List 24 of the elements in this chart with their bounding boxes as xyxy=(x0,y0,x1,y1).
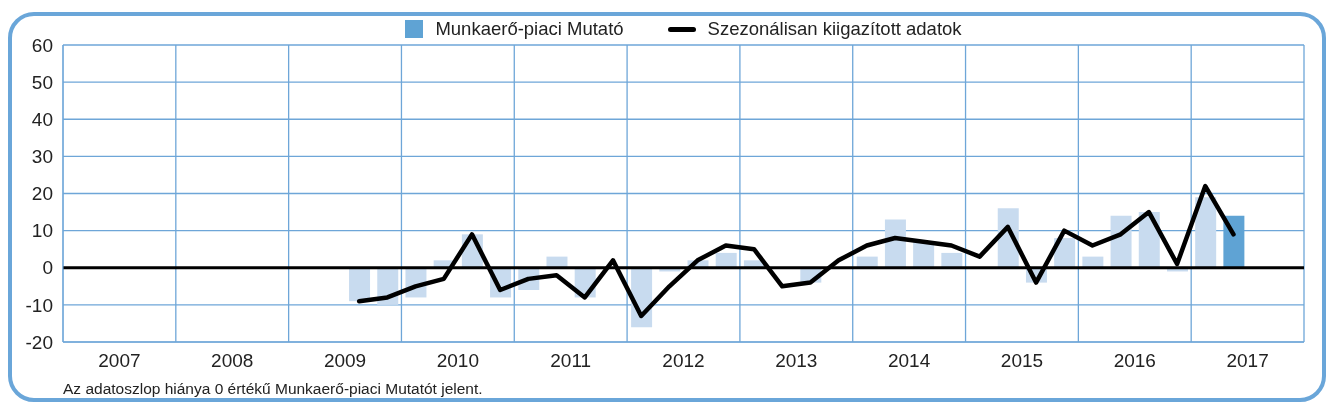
text: Az adatoszlop hiánya 0 értékű Munkaerő-piaci Mutatót jelent. xyxy=(63,380,483,398)
x-tick-label: 2009 xyxy=(323,350,367,372)
x-tick-label: 2015 xyxy=(1000,350,1044,372)
x-tick-label: 2016 xyxy=(1113,350,1156,372)
y-tick-label: 0 xyxy=(42,257,53,279)
x-tick-label: 2013 xyxy=(775,350,818,372)
y-tick-label: 50 xyxy=(31,71,53,93)
bar xyxy=(349,267,371,302)
y-tick-label: -10 xyxy=(25,294,53,316)
x-tick-label: 2007 xyxy=(98,350,141,372)
x-tick-label: 2012 xyxy=(662,350,705,372)
y-tick-label: 60 xyxy=(31,34,53,56)
y-tick-label: 30 xyxy=(31,146,53,168)
legend-label: Szezonálisan kiigazított adatok xyxy=(707,18,962,40)
x-tick-label: 2010 xyxy=(436,350,479,372)
y-tick-label: -20 xyxy=(25,331,53,353)
y-tick-label: 20 xyxy=(31,183,53,205)
y-tick-label: 40 xyxy=(31,109,53,130)
legend-label: Munkaerő-piaci Mutató xyxy=(435,18,624,40)
x-tick-label: 2008 xyxy=(211,350,254,372)
y-tick-label: 10 xyxy=(31,220,53,242)
x-tick-label: 2011 xyxy=(550,350,592,372)
x-tick-label: 2017 xyxy=(1226,350,1269,372)
x-tick-label: 2014 xyxy=(888,350,931,372)
